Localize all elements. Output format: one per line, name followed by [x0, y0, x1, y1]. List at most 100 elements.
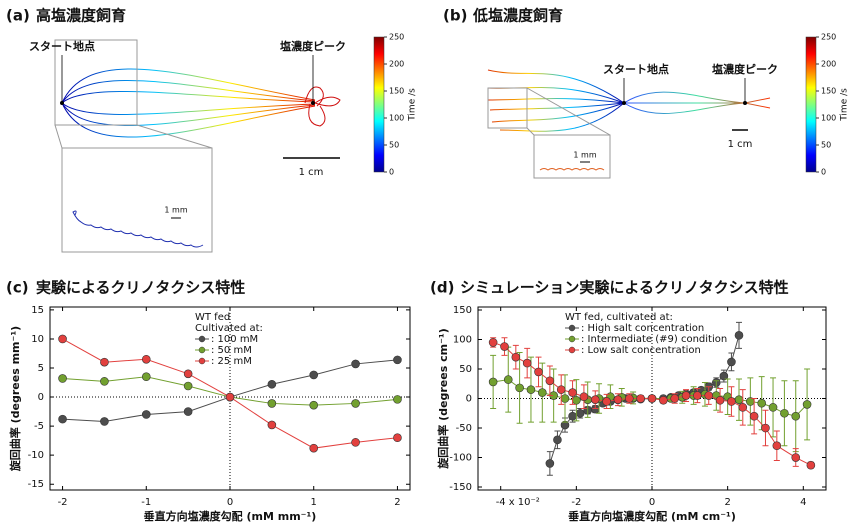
scale-label: 1 cm	[299, 167, 324, 178]
series-line	[492, 341, 812, 466]
data-point	[659, 395, 668, 405]
x-tick-label: 4	[800, 497, 806, 508]
data-point	[613, 395, 623, 404]
data-point	[636, 394, 645, 403]
data-point	[538, 388, 547, 397]
data-point	[572, 395, 581, 405]
data-point	[568, 388, 577, 397]
data-point	[681, 391, 691, 400]
legend-swatch	[198, 357, 206, 365]
data-point	[488, 377, 498, 387]
x-tick-label: 0	[649, 497, 655, 508]
data-point	[488, 338, 498, 347]
data-point	[670, 394, 679, 403]
data-point	[568, 411, 577, 421]
data-point	[100, 417, 109, 426]
x-tick-label: -1	[141, 497, 151, 508]
colorbar-tick-label: 200	[821, 60, 836, 69]
data-point	[503, 375, 513, 384]
data-point	[647, 394, 657, 403]
data-point	[393, 355, 402, 365]
colorbar-label: Time /s	[840, 88, 849, 122]
data-point	[602, 397, 611, 406]
data-point	[309, 370, 319, 380]
legend-label: : High salt concentration	[581, 323, 704, 334]
start-label: スタート地点	[603, 62, 669, 76]
data-point	[309, 400, 319, 410]
data-point	[500, 342, 509, 351]
data-point	[727, 397, 736, 406]
y-tick-label: 5	[38, 363, 44, 374]
data-point	[545, 376, 555, 386]
data-point	[757, 398, 766, 408]
data-point	[515, 383, 524, 393]
y-tick-label: 150	[453, 305, 472, 316]
peak-label: 塩濃度ピーク	[712, 62, 778, 76]
chart-title: 実験によるクリノタクシス特性	[36, 279, 245, 297]
y-axis-label: 旋回曲率 (degrees cm⁻¹)	[436, 328, 450, 469]
x-axis-label: 垂直方向塩濃度勾配 (mM mm⁻¹)	[144, 509, 317, 523]
data-point	[761, 423, 770, 433]
y-tick-label: -100	[449, 453, 472, 464]
colorbar	[805, 36, 817, 173]
data-point	[749, 411, 759, 421]
legend-swatch	[198, 346, 206, 354]
y-axis-label: 旋回曲率 (degrees mm⁻¹)	[8, 326, 22, 472]
x-multiplier: x 10⁻²	[509, 497, 540, 508]
colorbar	[373, 36, 385, 173]
data-point	[309, 443, 319, 453]
data-point	[141, 354, 151, 364]
y-tick-label: 50	[459, 364, 472, 375]
data-point	[579, 392, 589, 402]
x-tick-label: 2	[394, 497, 400, 508]
data-point	[183, 381, 193, 391]
data-point	[526, 385, 536, 394]
scale-label: 1 cm	[728, 139, 753, 150]
data-point	[693, 391, 702, 400]
data-point	[545, 459, 555, 468]
data-point	[734, 395, 744, 404]
colorbar-tick-label: 100	[389, 114, 404, 123]
legend-title: WT fed, cultivated at:	[565, 312, 673, 323]
data-point	[806, 460, 816, 470]
legend-label: : 50 mM	[211, 345, 252, 356]
data-point	[511, 352, 521, 362]
panel-title: 低塩濃度飼育	[472, 7, 563, 25]
colorbar-tick-label: 250	[389, 33, 404, 42]
data-point	[225, 392, 235, 402]
x-tick-label: 2	[724, 497, 730, 508]
data-point	[625, 394, 634, 403]
peak-label: 塩濃度ピーク	[280, 39, 346, 53]
data-point	[141, 372, 151, 382]
data-point	[780, 408, 789, 418]
data-point	[522, 358, 532, 368]
scale-label: 1 mm	[164, 206, 187, 215]
y-tick-label: -10	[28, 450, 44, 461]
legend-swatch	[568, 346, 576, 354]
data-point	[734, 331, 744, 340]
data-point	[58, 374, 67, 383]
legend-swatch	[568, 335, 576, 343]
legend-swatch	[198, 335, 206, 343]
data-point	[590, 395, 600, 404]
data-point	[802, 400, 812, 409]
y-tick-label: 10	[31, 334, 44, 345]
data-point	[393, 433, 402, 443]
x-tick-label: 1	[311, 497, 317, 508]
colorbar-tick-label: 100	[821, 114, 836, 123]
x-tick-label: -4	[496, 497, 506, 508]
data-point	[704, 391, 714, 400]
legend-label: : Low salt concentration	[581, 345, 701, 356]
legend-title: Cultivated at:	[195, 323, 263, 334]
legend-title: WT fed	[195, 312, 230, 323]
data-point	[791, 411, 801, 421]
colorbar-label: Time /s	[408, 88, 418, 122]
y-tick-label: 100	[453, 334, 472, 345]
colorbar-tick-label: 50	[821, 141, 831, 150]
x-tick-label: 0	[227, 497, 233, 508]
legend-swatch	[568, 324, 576, 332]
panel-a-art	[54, 39, 341, 253]
colorbar-tick-label: 250	[821, 33, 836, 42]
y-tick-label: 0	[466, 394, 472, 405]
